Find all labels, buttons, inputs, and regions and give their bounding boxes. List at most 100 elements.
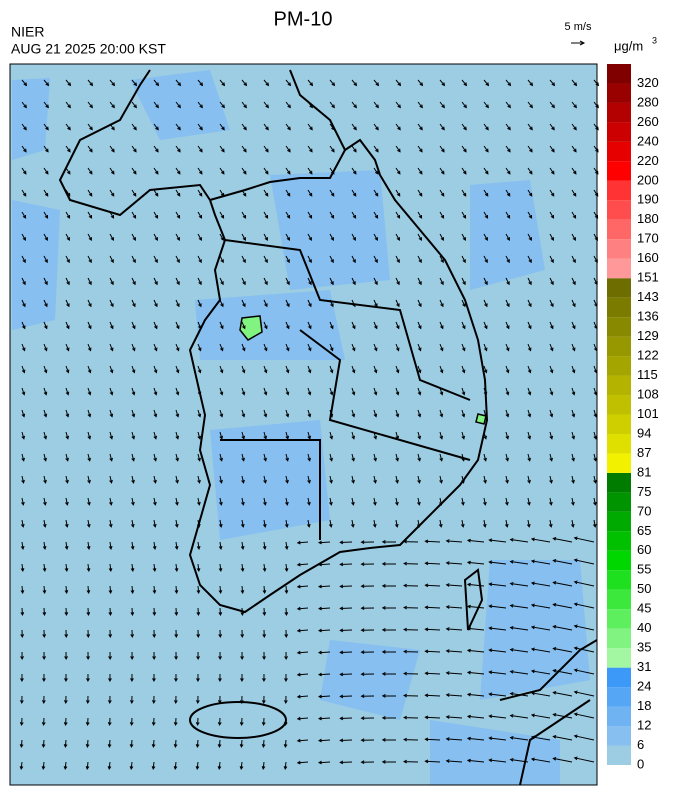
wind-arrow (217, 717, 222, 727)
wind-arrow (461, 233, 466, 242)
wind-arrow (466, 648, 485, 653)
wind-arrow (285, 167, 291, 175)
wind-arrow (285, 497, 289, 506)
wind-arrow (175, 101, 181, 109)
wind-arrow (307, 409, 312, 418)
wind-arrow (527, 255, 532, 264)
wind-arrow (87, 79, 94, 87)
wind-arrow (87, 255, 92, 264)
wind-arrow (219, 233, 224, 242)
wind-arrow (439, 167, 445, 175)
wind-arrow (527, 387, 532, 396)
wind-arrow (63, 695, 68, 705)
wind-arrow (351, 167, 357, 175)
wind-arrow (107, 717, 112, 727)
wind-arrow (373, 211, 379, 219)
wind-arrow (43, 123, 49, 131)
wind-arrow (549, 101, 555, 109)
wind-arrow (509, 735, 529, 741)
wind-arrow (85, 761, 90, 770)
wind-arrow (285, 145, 291, 153)
wind-arrow (285, 79, 292, 87)
wind-arrow (43, 321, 48, 330)
wind-arrow (424, 627, 441, 632)
wind-arrow (339, 760, 353, 765)
wind-arrow (151, 739, 156, 749)
wind-arrow (505, 255, 510, 264)
wind-arrow (439, 277, 444, 286)
wind-arrow (351, 453, 355, 462)
wind-arrow (109, 101, 115, 109)
wind-arrow (395, 299, 400, 308)
wind-arrow (21, 321, 26, 330)
wind-arrow (109, 409, 114, 418)
unit-superscript: 3 (652, 35, 657, 45)
wind-arrow (461, 431, 466, 440)
wind-arrow (175, 189, 181, 197)
wind-arrow (219, 475, 223, 484)
wind-arrow (20, 585, 25, 595)
wind-arrow (285, 299, 290, 308)
wind-arrow (131, 101, 137, 109)
wind-arrow (488, 648, 507, 653)
wind-arrow (285, 387, 290, 396)
colorbar-label: 6 (637, 737, 644, 752)
wind-arrow (351, 255, 356, 264)
wind-arrow (108, 651, 112, 661)
wind-arrow (21, 145, 27, 153)
wind-arrow (130, 651, 134, 661)
wind-arrow (329, 365, 334, 374)
wind-arrow (329, 431, 334, 440)
wind-arrow (241, 343, 246, 352)
wind-arrow (219, 409, 224, 418)
wind-arrow (461, 365, 466, 374)
colorbar-segment (607, 726, 631, 746)
wind-arrow (87, 343, 92, 352)
colorbar-label: 260 (637, 114, 659, 129)
wind-arrow (65, 101, 71, 109)
wind-arrow (571, 453, 575, 462)
wind-arrow (296, 716, 309, 721)
wind-arrow (461, 277, 466, 286)
wind-arrow (175, 497, 179, 506)
wind-arrow (373, 101, 379, 109)
wind-arrow (219, 255, 224, 264)
wind-arrow (505, 277, 510, 286)
wind-arrow (175, 409, 180, 418)
wind-arrow (527, 497, 531, 506)
wind-arrow (483, 123, 489, 131)
wind-arrow (43, 453, 47, 462)
wind-arrow (263, 387, 268, 396)
wind-arrow (153, 453, 157, 462)
wind-arrow (527, 453, 531, 462)
wind-arrow (20, 629, 25, 639)
wind-arrow (218, 541, 223, 550)
colorbar-segment (607, 239, 631, 259)
colorbar-segment (607, 667, 631, 688)
wind-arrow (196, 563, 201, 572)
wind-arrow (530, 757, 551, 763)
wind-arrow (131, 123, 137, 131)
wind-arrow (263, 497, 267, 506)
wind-arrow (241, 277, 246, 286)
wind-arrow (424, 649, 441, 654)
wind-arrow (505, 497, 509, 506)
colorbar-segment (607, 433, 631, 454)
wind-arrow (573, 690, 595, 697)
wind-arrow (153, 277, 158, 286)
wind-arrow (240, 629, 245, 639)
wind-arrow (65, 497, 69, 506)
colorbar-label: 200 (637, 172, 659, 187)
colorbar-label: 220 (637, 153, 659, 168)
wind-arrow (219, 343, 224, 352)
wind-arrow (240, 607, 245, 617)
wind-arrow (219, 211, 225, 219)
wind-arrow (20, 563, 25, 572)
wind-arrow (64, 519, 69, 528)
wind-arrow (153, 475, 157, 484)
wind-arrow (505, 167, 511, 175)
wind-arrow (424, 671, 441, 676)
wind-arrow (329, 453, 333, 462)
wind-arrow (285, 365, 290, 374)
